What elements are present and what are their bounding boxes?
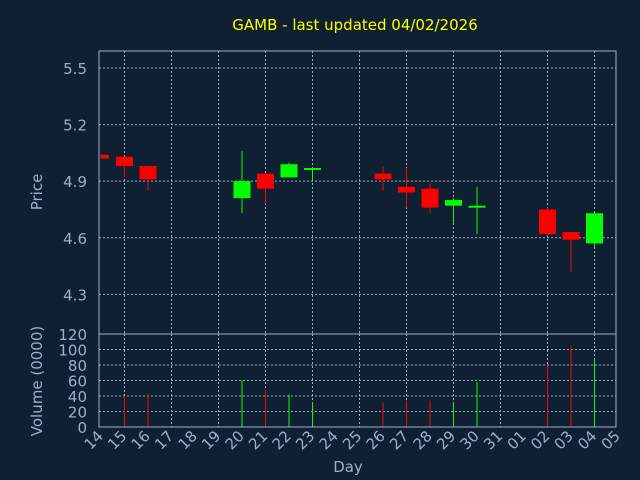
price-tick-label: 4.6	[63, 230, 87, 248]
candle-body	[398, 186, 415, 193]
candle-23	[304, 167, 321, 180]
volume-tick-label: 120	[58, 326, 87, 344]
price-tick-label: 5.5	[63, 60, 87, 78]
candle-30	[468, 186, 486, 235]
candle-15	[116, 156, 133, 178]
candle-body	[116, 156, 133, 167]
candle-body	[101, 154, 109, 159]
candle-body	[280, 164, 298, 178]
candle-16	[139, 166, 157, 191]
candle-body	[539, 209, 556, 235]
candle-body	[468, 205, 486, 208]
price-candles	[100, 150, 603, 272]
volume-bars	[124, 345, 595, 427]
price-tick-label: 4.3	[63, 286, 87, 304]
x-tick-labels: 1415161718192021222324252627282930310102…	[81, 427, 624, 453]
candle-04	[586, 213, 603, 248]
candle-28	[421, 183, 439, 214]
volume-tick-label: 0	[77, 419, 87, 437]
candle-body	[304, 167, 321, 170]
candle-body	[233, 181, 251, 199]
price-y-ticks: 4.3 4.6 4.9 5.2 5.5	[63, 60, 87, 304]
price-tick-label: 5.2	[63, 117, 87, 135]
volume-tick-label: 60	[68, 373, 87, 391]
volume-plot-frame	[98, 333, 617, 428]
volume-axis-label: Volume (0000)	[28, 326, 46, 436]
candle-21	[257, 173, 274, 204]
volume-tick-label: 80	[68, 357, 87, 375]
candle-body	[562, 232, 580, 240]
volume-tick-label: 40	[68, 388, 87, 406]
candle-26	[374, 166, 392, 191]
candle-body	[586, 213, 603, 244]
x-axis-label: Day	[333, 458, 363, 476]
candle-29	[445, 198, 462, 223]
candle-body	[421, 188, 439, 208]
candle-22	[280, 162, 298, 178]
volume-tick-label: 20	[68, 404, 87, 422]
candle-02	[539, 207, 556, 236]
price-tick-label: 4.9	[63, 173, 87, 191]
candle-body	[257, 173, 274, 189]
candle-20	[233, 150, 251, 214]
candle-27	[398, 167, 415, 208]
candle-14	[100, 154, 109, 159]
candle-body	[374, 173, 392, 180]
candle-03	[562, 232, 580, 272]
chart-title: GAMB - last updated 04/02/2026	[232, 16, 478, 34]
candle-body	[139, 166, 157, 180]
volume-tick-label: 100	[58, 342, 87, 360]
candle-body	[445, 200, 462, 206]
price-axis-label: Price	[28, 174, 46, 211]
